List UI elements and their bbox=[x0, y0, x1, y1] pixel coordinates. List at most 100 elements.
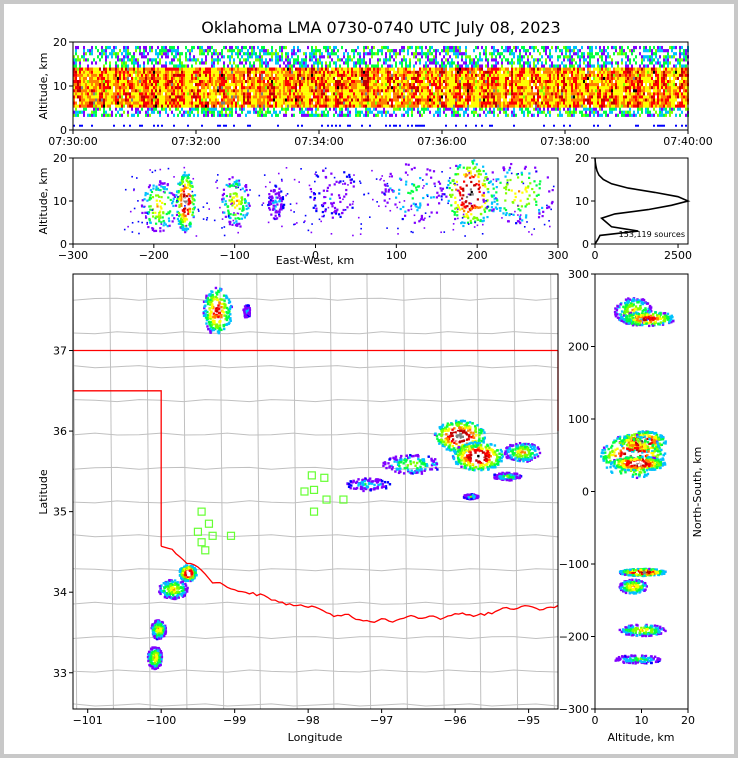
time-height-cell bbox=[117, 64, 119, 68]
time-height-cell bbox=[495, 67, 497, 71]
time-height-cell bbox=[433, 67, 435, 71]
time-height-cell bbox=[277, 86, 279, 90]
time-height-cell bbox=[169, 49, 171, 53]
time-height-cell bbox=[475, 110, 477, 114]
time-height-cell bbox=[561, 52, 563, 56]
time-height-cell bbox=[351, 58, 353, 62]
time-height-cell bbox=[243, 70, 245, 74]
time-height-cell bbox=[545, 49, 547, 53]
time-height-cell bbox=[363, 101, 365, 105]
time-height-cell bbox=[371, 49, 373, 53]
time-height-cell bbox=[79, 101, 81, 105]
time-height-cell bbox=[109, 73, 111, 77]
time-height-cell bbox=[501, 73, 503, 77]
time-height-cell bbox=[279, 79, 281, 84]
time-height-cell bbox=[205, 67, 207, 71]
time-height-cell bbox=[341, 86, 343, 90]
time-height-cell bbox=[253, 89, 255, 93]
time-height-cell bbox=[589, 82, 591, 87]
time-height-cell bbox=[279, 58, 281, 62]
time-height-cell bbox=[585, 98, 587, 102]
time-height-cell bbox=[361, 82, 363, 87]
time-height-cell bbox=[425, 104, 427, 108]
time-height-cell bbox=[345, 107, 347, 111]
time-height-cell bbox=[313, 76, 315, 80]
time-height-cell bbox=[465, 73, 467, 77]
time-height-cell bbox=[179, 82, 181, 87]
time-height-cell bbox=[397, 76, 399, 80]
time-height-cell bbox=[603, 86, 605, 90]
time-height-cell bbox=[163, 89, 165, 93]
time-height-cell bbox=[463, 70, 465, 74]
time-height-cell bbox=[369, 95, 371, 99]
time-height-cell bbox=[569, 124, 571, 127]
time-height-cell bbox=[175, 98, 177, 102]
time-height-cell bbox=[363, 82, 365, 87]
time-height-cell bbox=[173, 76, 175, 80]
time-height-cell bbox=[381, 104, 383, 108]
time-height-cell bbox=[75, 92, 77, 96]
time-height-cell bbox=[283, 113, 285, 117]
time-height-cell bbox=[483, 70, 485, 74]
time-height-cell bbox=[497, 67, 499, 71]
time-height-cell bbox=[517, 104, 519, 108]
time-height-cell bbox=[245, 95, 247, 99]
time-height-cell bbox=[411, 113, 413, 117]
time-height-cell bbox=[603, 82, 605, 87]
time-height-cell bbox=[389, 101, 391, 105]
time-height-cell bbox=[531, 79, 533, 84]
time-height-cell bbox=[433, 95, 435, 99]
time-height-cell bbox=[581, 92, 583, 96]
time-height-cell bbox=[127, 95, 129, 99]
time-height-cell bbox=[551, 61, 553, 65]
time-height-cell bbox=[219, 79, 221, 84]
time-height-cell bbox=[459, 98, 461, 102]
time-height-cell bbox=[315, 76, 317, 80]
time-height-cell bbox=[485, 113, 487, 117]
time-height-cell bbox=[579, 82, 581, 87]
time-height-cell bbox=[185, 101, 187, 105]
time-height-cell bbox=[513, 95, 515, 99]
time-height-cell bbox=[133, 82, 135, 87]
time-height-cell bbox=[501, 104, 503, 108]
time-height-cell bbox=[233, 98, 235, 102]
time-height-cell bbox=[129, 95, 131, 99]
time-height-cell bbox=[371, 110, 373, 114]
time-height-cell bbox=[155, 101, 157, 105]
time-height-cell bbox=[95, 107, 97, 111]
time-height-cell bbox=[179, 101, 181, 105]
time-height-cell bbox=[339, 79, 341, 84]
time-height-cell bbox=[333, 79, 335, 84]
time-height-cell bbox=[569, 67, 571, 71]
time-height-cell bbox=[421, 113, 423, 117]
time-height-cell bbox=[177, 107, 179, 111]
time-height-cell bbox=[519, 73, 521, 77]
time-height-cell bbox=[405, 73, 407, 77]
time-height-cell bbox=[411, 124, 413, 127]
time-height-cell bbox=[331, 82, 333, 87]
time-height-cell bbox=[439, 52, 441, 56]
time-height-cell bbox=[429, 73, 431, 77]
time-height-cell bbox=[589, 70, 591, 74]
time-height-cell bbox=[467, 92, 469, 96]
time-height-cell bbox=[341, 58, 343, 62]
time-height-cell bbox=[197, 86, 199, 90]
time-height-cell bbox=[251, 55, 253, 59]
time-height-cell bbox=[355, 101, 357, 105]
time-height-cell bbox=[255, 86, 257, 90]
time-height-cell bbox=[447, 107, 449, 111]
time-height-cell bbox=[463, 61, 465, 65]
time-height-cell bbox=[195, 95, 197, 99]
time-height-cell bbox=[291, 113, 293, 117]
time-height-cell bbox=[297, 89, 299, 93]
time-height-cell bbox=[537, 70, 539, 74]
time-height-cell bbox=[307, 79, 309, 84]
time-height-cell bbox=[535, 58, 537, 62]
time-height-cell bbox=[597, 70, 599, 74]
time-height-cell bbox=[549, 89, 551, 93]
time-height-cell bbox=[391, 67, 393, 71]
time-height-cell bbox=[329, 45, 331, 50]
time-height-cell bbox=[373, 67, 375, 71]
time-height-cell bbox=[469, 67, 471, 71]
time-height-cell bbox=[105, 45, 107, 50]
